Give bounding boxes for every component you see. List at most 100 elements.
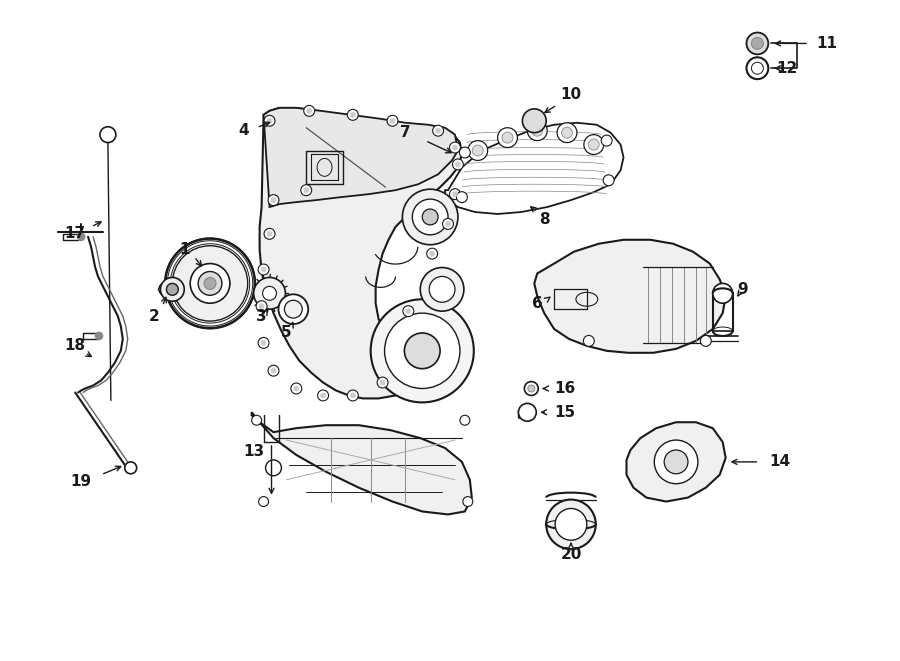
Circle shape [266, 460, 282, 476]
Circle shape [258, 496, 268, 506]
Circle shape [258, 338, 269, 348]
Circle shape [455, 162, 461, 167]
Circle shape [380, 380, 385, 385]
Circle shape [562, 127, 572, 138]
Circle shape [446, 221, 451, 226]
Circle shape [252, 415, 262, 425]
Circle shape [100, 127, 116, 143]
Polygon shape [264, 108, 458, 207]
Text: 10: 10 [561, 87, 581, 102]
Circle shape [601, 135, 612, 146]
Text: 20: 20 [561, 547, 581, 562]
Circle shape [603, 175, 614, 186]
Circle shape [459, 147, 471, 158]
Text: 11: 11 [816, 36, 837, 51]
Text: 14: 14 [770, 454, 790, 469]
Circle shape [350, 112, 356, 117]
Text: 1: 1 [179, 242, 190, 257]
Circle shape [291, 383, 302, 394]
Circle shape [584, 135, 604, 155]
Text: 18: 18 [65, 338, 86, 354]
Circle shape [463, 496, 473, 506]
Text: 17: 17 [65, 226, 86, 241]
Circle shape [746, 58, 769, 79]
Circle shape [254, 278, 285, 309]
Circle shape [557, 123, 577, 143]
Circle shape [166, 239, 255, 328]
Circle shape [436, 128, 441, 133]
Circle shape [377, 377, 388, 388]
Circle shape [498, 128, 518, 147]
Circle shape [443, 218, 454, 229]
Circle shape [264, 115, 275, 126]
Circle shape [261, 340, 266, 346]
Circle shape [173, 246, 248, 321]
Circle shape [406, 309, 410, 313]
Circle shape [752, 38, 763, 50]
Text: 4: 4 [238, 123, 249, 138]
Circle shape [746, 32, 769, 54]
Circle shape [433, 125, 444, 136]
Circle shape [427, 248, 437, 259]
FancyBboxPatch shape [518, 410, 530, 418]
Circle shape [320, 393, 326, 398]
Circle shape [502, 132, 513, 143]
Circle shape [301, 184, 311, 196]
Circle shape [527, 121, 547, 141]
Circle shape [404, 333, 440, 369]
Circle shape [713, 284, 733, 303]
Circle shape [293, 386, 299, 391]
Circle shape [267, 231, 272, 236]
Circle shape [258, 264, 269, 275]
Circle shape [664, 450, 688, 474]
Circle shape [522, 109, 546, 133]
Circle shape [583, 336, 594, 346]
Circle shape [95, 332, 103, 340]
Circle shape [429, 251, 435, 256]
Circle shape [284, 300, 302, 318]
Circle shape [387, 115, 398, 126]
Circle shape [555, 508, 587, 540]
Circle shape [271, 368, 276, 373]
Circle shape [546, 500, 596, 549]
Text: 7: 7 [400, 125, 410, 140]
Circle shape [420, 268, 464, 311]
Circle shape [654, 440, 698, 484]
Circle shape [456, 192, 467, 202]
Circle shape [271, 198, 276, 202]
Circle shape [264, 228, 275, 239]
Circle shape [449, 142, 461, 153]
Circle shape [303, 105, 315, 116]
Circle shape [589, 139, 599, 150]
Polygon shape [252, 412, 472, 514]
Circle shape [453, 145, 457, 150]
Polygon shape [445, 123, 624, 214]
Circle shape [268, 366, 279, 376]
Text: 13: 13 [243, 444, 265, 459]
Polygon shape [259, 108, 462, 399]
Circle shape [700, 336, 711, 346]
Circle shape [525, 381, 538, 395]
Circle shape [347, 390, 358, 401]
Circle shape [259, 303, 264, 309]
Circle shape [468, 141, 488, 161]
Circle shape [350, 393, 356, 398]
Circle shape [402, 189, 458, 245]
Text: 3: 3 [256, 309, 267, 324]
Circle shape [261, 267, 266, 272]
Circle shape [204, 278, 216, 290]
Text: 12: 12 [777, 61, 797, 76]
Polygon shape [535, 240, 725, 353]
Circle shape [390, 118, 395, 123]
Circle shape [527, 385, 535, 392]
Text: 19: 19 [70, 474, 92, 489]
Text: 16: 16 [554, 381, 575, 396]
Circle shape [518, 403, 536, 421]
Circle shape [263, 286, 276, 300]
Text: 2: 2 [149, 309, 160, 324]
Circle shape [190, 264, 230, 303]
Circle shape [429, 276, 455, 302]
Circle shape [267, 118, 272, 123]
Circle shape [412, 199, 448, 235]
Circle shape [347, 109, 358, 120]
